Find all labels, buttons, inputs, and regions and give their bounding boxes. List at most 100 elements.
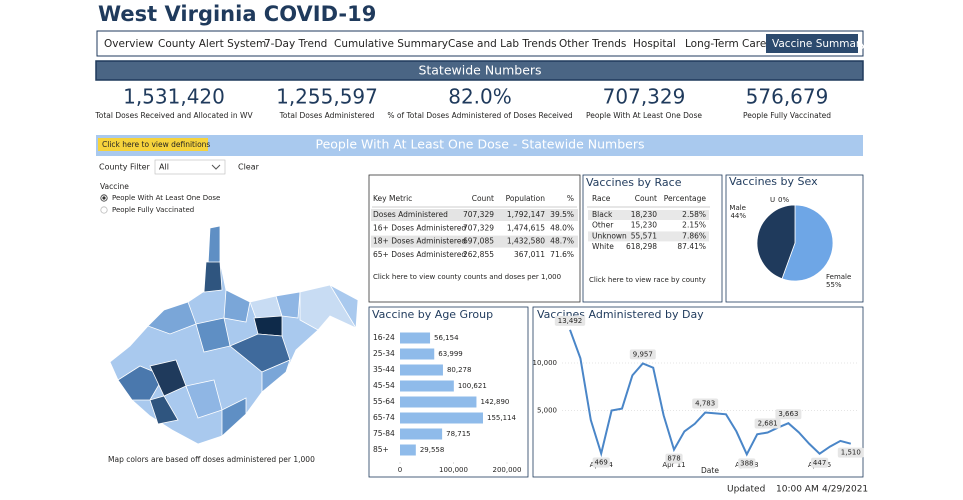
table-cell: 15,230 xyxy=(631,221,657,230)
table-cell: 707,329 xyxy=(463,210,494,219)
nav-tab[interactable]: Case and Lab Trends xyxy=(448,38,557,50)
kpi-label: % of Total Doses Administered of Doses R… xyxy=(387,111,572,120)
table-cell: 39.5% xyxy=(550,210,574,219)
dropdown-arrow xyxy=(211,164,221,170)
banner xyxy=(95,60,864,81)
table-link[interactable]: Click here to view race by county xyxy=(589,276,706,284)
label-bg xyxy=(592,457,610,468)
radio-option[interactable]: People With At Least One Dose xyxy=(112,194,220,202)
bar xyxy=(400,428,443,440)
nav-tab[interactable]: Vaccine Summary xyxy=(772,38,866,50)
nav-tab[interactable]: Long-Term Care xyxy=(685,38,766,50)
table-cell: 48.0% xyxy=(550,223,574,232)
filter-label: County Filter xyxy=(99,163,151,172)
kpi-label: People With At Least One Dose xyxy=(586,111,702,120)
x-axis-title: Date xyxy=(701,466,719,475)
table-cell: 367,011 xyxy=(514,250,545,259)
row-bg xyxy=(371,209,578,221)
banner-title: People With At Least One Dose - Statewid… xyxy=(315,137,644,152)
value-label: 388 xyxy=(740,459,753,467)
kpi-label: Total Doses Administered xyxy=(279,111,375,120)
value-label: 142,890 xyxy=(480,398,509,406)
radio[interactable] xyxy=(100,206,108,214)
table-cell: 71.6% xyxy=(550,250,574,259)
button-bg[interactable] xyxy=(98,138,208,151)
map-note: Map colors are based off doses administe… xyxy=(108,455,315,464)
label-bg xyxy=(775,409,802,420)
banner xyxy=(96,135,863,156)
bar xyxy=(400,380,454,392)
kpi-value: 576,679 xyxy=(746,85,829,109)
value-label: 78,715 xyxy=(446,430,471,438)
nav-tab[interactable]: County Alert System xyxy=(158,38,266,50)
y-tick-label: 85+ xyxy=(373,445,389,454)
kpi-label: Total Doses Received and Allocated in WV xyxy=(94,111,253,120)
panel xyxy=(368,306,529,478)
dropdown[interactable] xyxy=(154,159,226,175)
table-link[interactable]: Click here to view county counts and dos… xyxy=(373,273,561,281)
definitions-button[interactable]: Click here to view definitions xyxy=(102,140,210,149)
filter-value[interactable]: All xyxy=(159,163,169,172)
label-bg xyxy=(811,457,829,468)
table-cell: Unknown xyxy=(592,231,627,240)
radio-option[interactable]: People Fully Vaccinated xyxy=(112,206,194,214)
chart-title: Vaccine by Age Group xyxy=(372,308,493,321)
value-label: 80,278 xyxy=(447,366,472,374)
x-tick-label: 100,000 xyxy=(439,466,468,474)
table-cell: 65+ Doses Administered xyxy=(373,250,466,259)
x-tick-label: 0 xyxy=(398,466,402,474)
value-label: 100,621 xyxy=(458,382,487,390)
label-bg xyxy=(554,315,586,326)
bar xyxy=(400,364,443,376)
table-cell: 262,855 xyxy=(463,250,494,259)
county-map xyxy=(109,225,359,445)
table-header: Count xyxy=(472,194,494,203)
label-bg xyxy=(629,349,656,360)
y-tick-label: 25-34 xyxy=(373,349,395,358)
table-cell: 18,230 xyxy=(631,210,657,219)
kpi-label: People Fully Vaccinated xyxy=(743,111,831,120)
x-tick-label: Apr 11 xyxy=(662,461,685,469)
value-label: 13,492 xyxy=(558,317,583,325)
footer-label: Updated xyxy=(727,485,765,495)
table-header: Percentage xyxy=(664,194,707,203)
radio-title: Vaccine xyxy=(100,182,129,191)
row-bg xyxy=(588,210,709,220)
nav-frame xyxy=(96,30,864,57)
table-cell: Other xyxy=(592,221,614,230)
table-cell: 16+ Doses Administered xyxy=(373,223,466,232)
value-label: 1,510 xyxy=(841,449,861,457)
footer-date: 4/29/2021 xyxy=(822,485,868,495)
table-cell: 18+ Doses Administered xyxy=(373,237,466,246)
value-label: 56,154 xyxy=(434,334,459,342)
y-tick-label: 35-44 xyxy=(373,365,395,374)
y-tick-label: 65-74 xyxy=(373,413,395,422)
bar xyxy=(400,396,477,408)
table-cell: Doses Administered xyxy=(373,210,448,219)
slice-value: 44% xyxy=(730,212,746,220)
footer-time: 10:00 AM xyxy=(776,485,819,495)
panel xyxy=(532,306,864,478)
kpi-value: 82.0% xyxy=(448,85,512,109)
nav-tab[interactable]: 7-Day Trend xyxy=(264,38,327,50)
slice-value: 0% xyxy=(778,196,789,204)
bar xyxy=(400,412,483,424)
table-cell: 707,329 xyxy=(463,223,494,232)
banner-title: Statewide Numbers xyxy=(418,63,541,78)
clear-button[interactable]: Clear xyxy=(238,163,260,172)
kpi-value: 1,531,420 xyxy=(123,85,225,109)
y-tick-label: 10,000 xyxy=(533,359,558,367)
nav-tab[interactable]: Other Trends xyxy=(559,38,626,50)
bar xyxy=(400,348,435,360)
nav-tab[interactable]: Hospital xyxy=(633,38,676,50)
kpi-value: 1,255,597 xyxy=(276,85,378,109)
table-cell: 1,792,147 xyxy=(507,210,545,219)
page-title: West Virginia COVID-19 xyxy=(98,2,376,26)
line xyxy=(569,329,852,458)
nav-tab[interactable]: Cumulative Summary xyxy=(334,38,448,50)
value-label: 447 xyxy=(813,459,826,467)
y-tick-label: 5,000 xyxy=(537,407,557,415)
pie-slice xyxy=(756,204,796,280)
nav-tab[interactable]: Overview xyxy=(104,38,154,50)
table-cell: 1,474,615 xyxy=(507,223,545,232)
